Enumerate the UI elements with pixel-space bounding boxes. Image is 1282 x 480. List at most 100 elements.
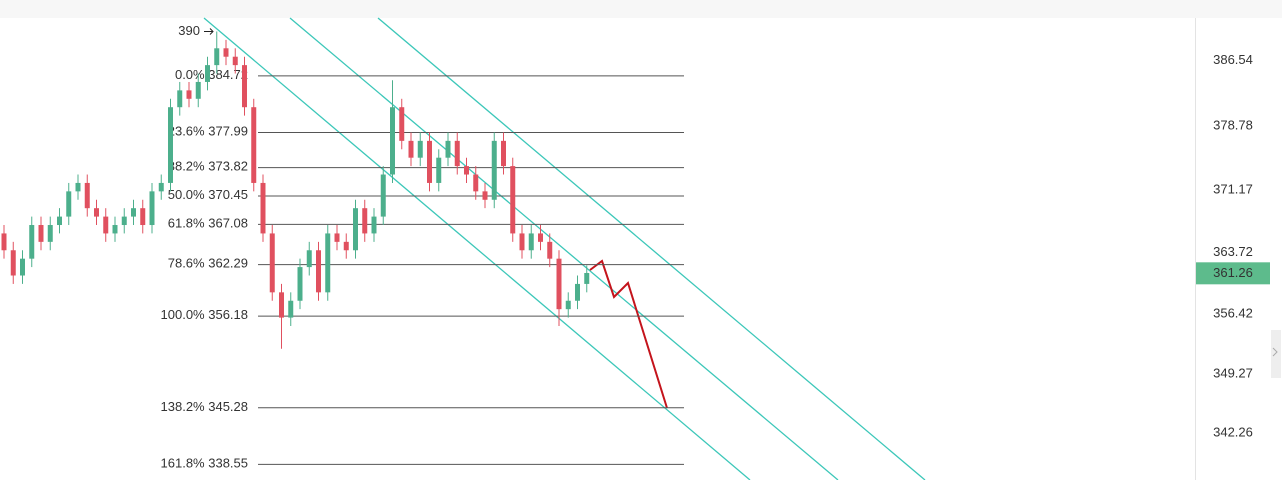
candle-body [84,182,90,209]
candle-body [584,272,590,284]
candle-body [417,140,423,158]
fib-label: 38.2% 373.82 [168,159,248,174]
candle-body [399,107,405,141]
fib-label: 61.8% 367.08 [168,216,248,231]
candle-body [214,48,220,66]
fib-label: 50.0% 370.45 [168,187,248,202]
y-tick-label: 356.42 [1213,305,1253,320]
candle-body [297,267,303,301]
candle-body [510,166,516,234]
channel-line [203,17,751,480]
candle-body [75,182,81,192]
candle-body [177,90,183,108]
candle-body [94,208,99,217]
candle-body [29,225,35,259]
y-tick-label: 378.78 [1213,117,1253,132]
candle-body [575,283,580,301]
candle-body [205,65,210,82]
candle-body [47,225,53,242]
fib-label: 100.0% 356.18 [161,308,248,323]
candle-body [316,250,321,293]
candle-body [279,292,284,318]
candle-body [343,241,349,251]
candle-body [380,174,386,217]
fib-ratio: 100.0% [161,308,206,323]
candle-body [269,233,275,293]
fib-price: 338.55 [208,456,248,471]
candle-body [482,191,488,200]
candle-body [565,300,571,310]
candle-body [556,258,562,310]
candle-body [195,81,201,99]
fib-ratio: 38.2% [168,159,205,174]
candle-body [140,208,146,226]
trend-channel [203,17,926,480]
fib-label: 23.6% 377.99 [168,124,248,139]
fib-ratio: 78.6% [168,256,205,271]
candle-body [251,107,257,183]
candle-body [288,300,294,318]
fib-price: 384.72 [208,67,248,82]
fib-label: 0.0% 384.72 [175,67,248,82]
candle-body [1,233,7,251]
candle-body [186,90,192,99]
candle-body [149,191,155,226]
candle-body [491,140,497,200]
fib-ratio: 50.0% [168,187,205,202]
candle-body [260,182,266,234]
fib-price: 377.99 [208,124,248,139]
y-tick-label: 371.17 [1213,181,1253,196]
candle-body [427,140,432,183]
candle-body [371,216,377,234]
candle-body [103,216,109,234]
candle-body [362,208,368,234]
last-price-box [1196,262,1270,285]
y-tick-label: 363.72 [1213,244,1253,259]
high-marker-arrow [204,28,214,35]
scroll-handle[interactable] [1271,330,1281,378]
candle-body [158,182,164,192]
candle-body [38,225,44,242]
candle-body [473,174,479,192]
candle-body [454,140,460,167]
candle-body [538,233,543,242]
candle-body [223,48,229,57]
candle-body [353,208,358,251]
candle-body [547,241,553,259]
candle-body [57,216,62,226]
fib-price: 345.28 [208,399,248,414]
y-tick-label: 342.26 [1213,425,1253,440]
fib-price: 362.29 [208,256,248,271]
fib-label: 161.8% 338.55 [161,456,248,471]
last-price-label: 361.26 [1213,265,1253,280]
projection-path [589,259,668,409]
fib-ratio: 161.8% [161,456,206,471]
fib-price: 356.18 [208,308,248,323]
candle-body [436,157,442,183]
fib-label: 78.6% 362.29 [168,256,248,271]
candle-body [66,191,72,217]
candle-body [408,140,414,158]
fib-ratio: 23.6% [168,124,205,139]
candle-body [464,166,469,175]
fib-ratio: 138.2% [161,399,206,414]
candle-body [121,216,127,226]
y-tick-label: 386.54 [1213,52,1253,67]
candle-body [306,250,312,268]
fib-ratio: 61.8% [168,216,205,231]
candle-body [20,258,25,276]
channel-line [377,17,926,480]
candle-body [519,233,525,251]
fib-label: 138.2% 345.28 [161,399,248,414]
candle-body [445,140,451,158]
channel-line [289,17,839,480]
candle-body [501,140,506,167]
candle-body [334,233,340,242]
candle-body [10,250,16,276]
candle-body [168,107,173,183]
candle-body [325,233,331,293]
candle-body [131,208,136,217]
candle-body [242,65,247,108]
candle-body [112,225,118,234]
